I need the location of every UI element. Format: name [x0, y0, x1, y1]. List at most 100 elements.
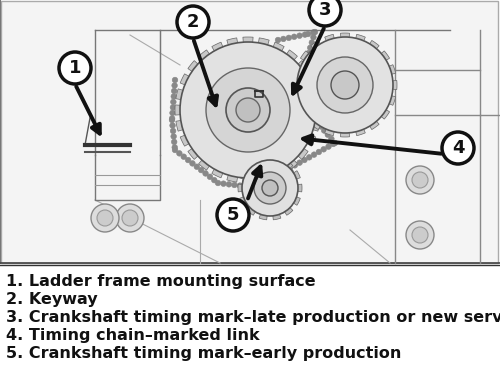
Wedge shape: [324, 127, 335, 136]
Wedge shape: [390, 81, 397, 90]
Circle shape: [312, 29, 318, 35]
Circle shape: [246, 182, 251, 187]
Wedge shape: [258, 173, 269, 182]
Circle shape: [331, 71, 359, 99]
Circle shape: [170, 123, 175, 128]
Circle shape: [292, 163, 298, 168]
Wedge shape: [259, 212, 268, 220]
Circle shape: [206, 68, 290, 152]
Circle shape: [190, 161, 196, 166]
Circle shape: [251, 180, 256, 186]
Text: 4. Timing chain–marked link: 4. Timing chain–marked link: [6, 328, 260, 343]
Circle shape: [171, 134, 176, 139]
Circle shape: [302, 61, 308, 66]
Circle shape: [304, 107, 309, 112]
Wedge shape: [198, 50, 210, 62]
Circle shape: [207, 174, 212, 180]
Circle shape: [177, 6, 209, 38]
Wedge shape: [212, 167, 224, 178]
Circle shape: [116, 204, 144, 232]
Circle shape: [280, 36, 286, 42]
Wedge shape: [295, 184, 302, 192]
Text: 2: 2: [187, 13, 199, 31]
Wedge shape: [176, 89, 185, 100]
Wedge shape: [294, 65, 304, 75]
Circle shape: [170, 99, 176, 105]
Circle shape: [304, 55, 310, 61]
Circle shape: [232, 182, 237, 188]
Circle shape: [292, 66, 298, 71]
Circle shape: [172, 88, 177, 94]
Wedge shape: [180, 135, 190, 146]
Wedge shape: [324, 34, 335, 44]
Wedge shape: [258, 38, 269, 47]
Wedge shape: [286, 158, 298, 170]
Circle shape: [181, 154, 186, 160]
Circle shape: [215, 180, 221, 186]
Wedge shape: [306, 135, 316, 146]
Wedge shape: [386, 65, 396, 75]
Wedge shape: [240, 171, 249, 180]
Circle shape: [248, 183, 253, 189]
Circle shape: [252, 180, 258, 186]
Circle shape: [172, 83, 178, 88]
Circle shape: [287, 165, 293, 171]
Circle shape: [172, 77, 178, 83]
Wedge shape: [176, 120, 185, 131]
Wedge shape: [291, 196, 300, 205]
Circle shape: [310, 115, 316, 121]
Circle shape: [299, 102, 305, 108]
Circle shape: [301, 66, 306, 72]
Wedge shape: [238, 184, 245, 192]
Wedge shape: [294, 95, 304, 105]
Circle shape: [172, 144, 178, 150]
Circle shape: [170, 128, 176, 134]
Circle shape: [292, 34, 297, 40]
Circle shape: [170, 110, 175, 116]
Text: 3. Crankshaft timing mark–late production or new service parts: 3. Crankshaft timing mark–late productio…: [6, 310, 500, 325]
Text: 5: 5: [227, 206, 239, 224]
FancyBboxPatch shape: [1, 1, 498, 263]
Circle shape: [202, 171, 208, 176]
Text: 4: 4: [452, 139, 464, 157]
Circle shape: [296, 92, 301, 97]
Circle shape: [306, 155, 312, 160]
Circle shape: [171, 93, 176, 99]
Wedge shape: [175, 105, 182, 115]
Wedge shape: [296, 61, 308, 73]
Wedge shape: [212, 42, 224, 53]
Circle shape: [307, 111, 312, 117]
Wedge shape: [247, 161, 257, 171]
Wedge shape: [311, 120, 320, 131]
Wedge shape: [243, 37, 253, 44]
Wedge shape: [283, 161, 293, 171]
Circle shape: [288, 169, 294, 175]
Wedge shape: [340, 33, 349, 40]
Text: 1. Ladder frame mounting surface: 1. Ladder frame mounting surface: [6, 274, 316, 289]
Circle shape: [305, 31, 311, 37]
Circle shape: [442, 132, 474, 164]
Circle shape: [170, 116, 175, 121]
Wedge shape: [355, 34, 366, 44]
Wedge shape: [227, 173, 238, 182]
Wedge shape: [227, 38, 238, 47]
Circle shape: [309, 40, 314, 45]
Wedge shape: [198, 158, 210, 170]
Circle shape: [292, 71, 298, 77]
Circle shape: [297, 37, 393, 133]
Circle shape: [314, 119, 320, 125]
Circle shape: [308, 45, 313, 51]
Circle shape: [275, 37, 281, 43]
Wedge shape: [247, 206, 257, 215]
Circle shape: [172, 147, 178, 153]
Circle shape: [310, 35, 316, 40]
Circle shape: [186, 157, 191, 163]
Circle shape: [294, 87, 300, 92]
Text: 2. Keyway: 2. Keyway: [6, 292, 98, 307]
Wedge shape: [272, 156, 281, 165]
Circle shape: [91, 204, 119, 232]
Circle shape: [180, 42, 316, 178]
Wedge shape: [355, 127, 366, 136]
Circle shape: [406, 166, 434, 194]
Circle shape: [59, 52, 91, 84]
